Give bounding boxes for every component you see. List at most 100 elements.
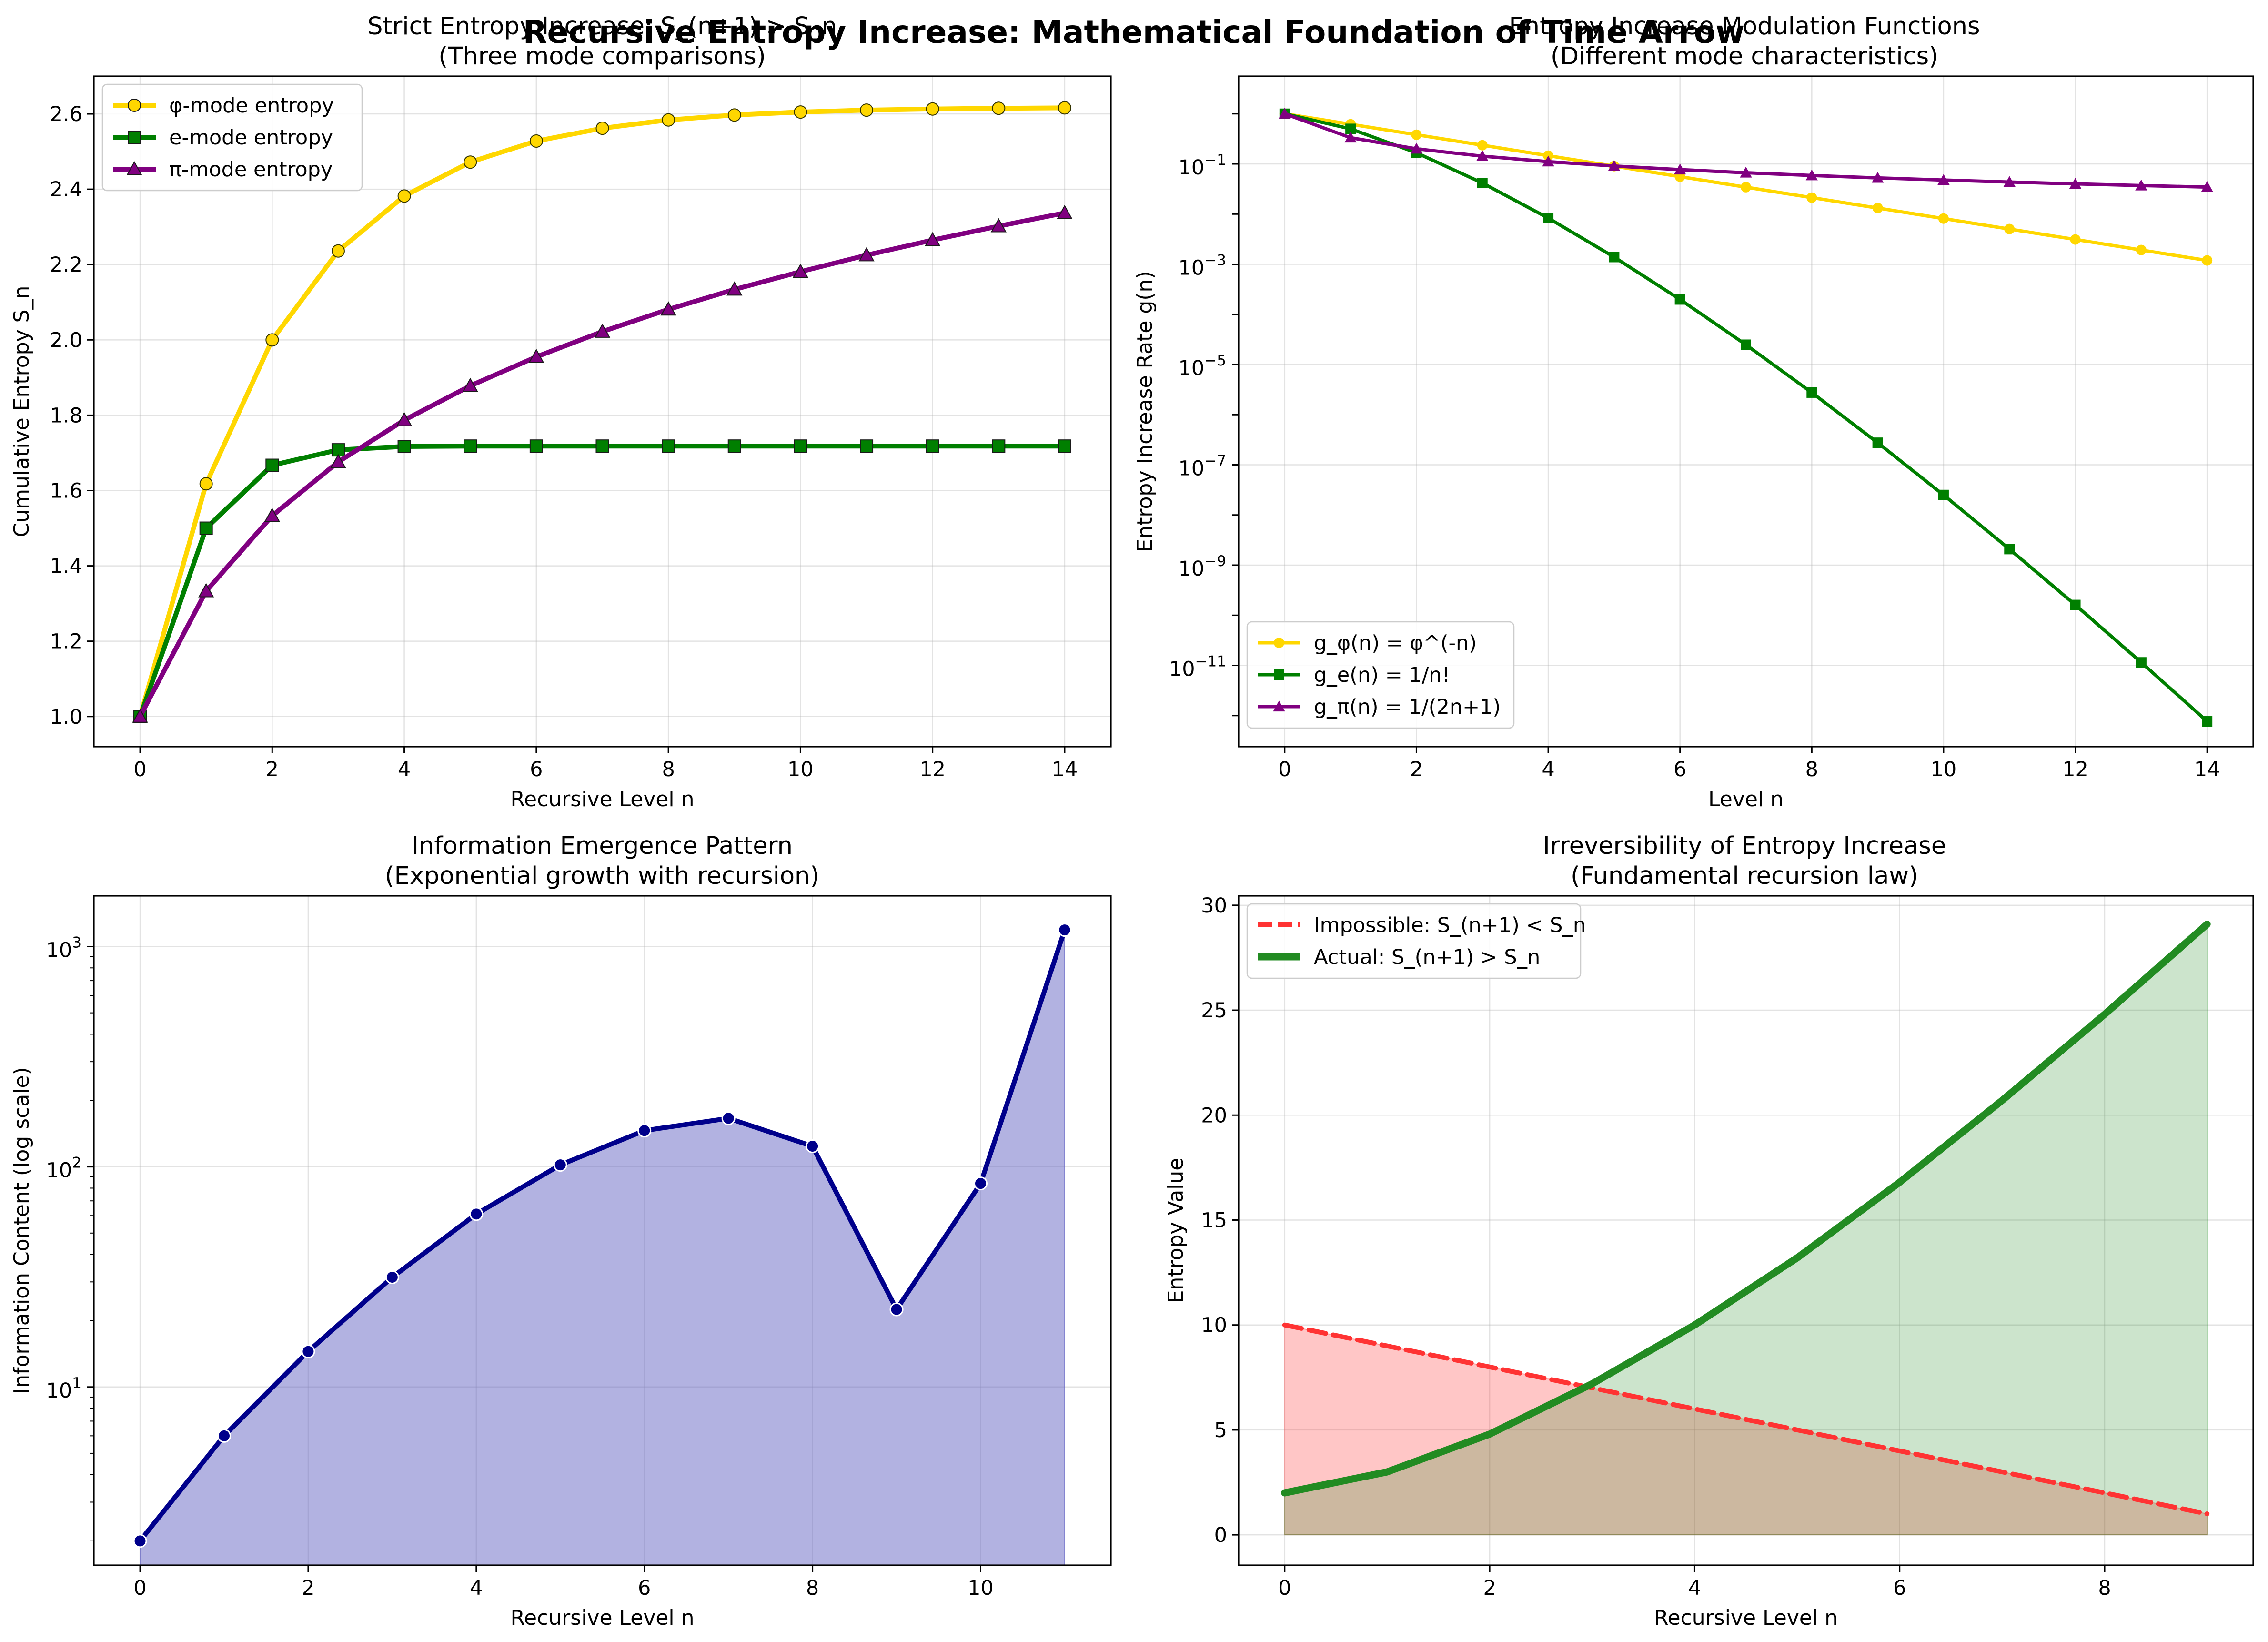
axes-frame — [93, 895, 1112, 1566]
data-point — [726, 281, 743, 296]
data-point — [806, 1139, 820, 1153]
panel-4: 0 2 4 6 8 0 5 10 15 20 25 30 Recursive Level n Entrop… — [1164, 894, 2254, 1630]
x-tick-label: 6 — [638, 1576, 651, 1600]
data-point — [1058, 923, 1072, 937]
legend-box — [1246, 621, 1515, 729]
data-point — [925, 232, 941, 246]
data-point — [529, 439, 543, 453]
x-tick-label: 4 — [1542, 758, 1554, 781]
data-point — [974, 1176, 988, 1191]
panel2-title: Entropy Increase Modulation Functions — [1509, 12, 1980, 41]
data-point — [1741, 339, 1751, 350]
data-point — [553, 1158, 567, 1172]
panel3-title: Information Emergence Pattern — [412, 832, 793, 860]
data-point — [860, 439, 874, 453]
x-axis-label: Recursive Level n — [510, 1606, 694, 1630]
data-point — [1476, 150, 1489, 161]
x-tick-label: 0 — [1278, 1576, 1291, 1600]
data-point — [1938, 489, 1949, 500]
data-point — [858, 247, 875, 262]
y-tick-label: 2.6 — [50, 102, 82, 126]
series-line-1 — [138, 105, 1067, 719]
data-point — [2003, 176, 2016, 187]
data-point — [1805, 169, 1818, 181]
data-point — [330, 454, 346, 468]
x-tick-label: 14 — [2194, 758, 2220, 781]
data-point — [2201, 181, 2213, 192]
data-point — [2136, 657, 2147, 668]
x-tick-label: 2 — [266, 758, 279, 781]
data-point — [1058, 439, 1071, 453]
data-point — [199, 477, 213, 491]
legend: Impossible: S_(n+1) < S_n Actual: S_(n+1)… — [1246, 903, 1586, 979]
data-point — [1542, 155, 1554, 167]
legend: φ-mode entropy e-mode entropy π-mode entro… — [101, 83, 363, 192]
legend-marker — [1273, 700, 1285, 712]
x-tick-label: 2 — [1410, 758, 1423, 781]
y-tick-label: 20 — [1201, 1104, 1227, 1127]
data-point — [660, 301, 676, 316]
x-tick-label: 14 — [1052, 758, 1078, 781]
y-tick-label: 1.8 — [50, 404, 82, 427]
data-point — [2070, 599, 2081, 610]
x-tick-label: 0 — [133, 1576, 146, 1600]
series-line-2 — [1281, 921, 2211, 1497]
data-point — [397, 440, 411, 454]
y-tick-label: 10−9 — [1179, 553, 1226, 581]
data-point — [1674, 294, 1685, 305]
y-tick-label: 10−7 — [1179, 453, 1226, 481]
axes-frame — [93, 75, 1112, 748]
x-tick-label: 2 — [1483, 1576, 1496, 1600]
x-axis-label: Recursive Level n — [1654, 1606, 1838, 1630]
y-tick-label: 30 — [1201, 894, 1227, 918]
legend-marker — [1274, 638, 1284, 648]
x-tick-label: 8 — [2098, 1576, 2111, 1600]
x-tick-label: 2 — [302, 1576, 314, 1600]
data-point — [1608, 160, 1621, 171]
data-point — [1477, 178, 1488, 189]
legend-marker — [1274, 669, 1284, 680]
y-tick-label: 2.0 — [50, 328, 82, 352]
x-tick-label: 8 — [1805, 758, 1818, 781]
x-tick-label: 4 — [398, 758, 411, 781]
data-point — [595, 122, 609, 135]
axes-frame — [1238, 895, 2254, 1566]
data-point — [992, 101, 1006, 115]
panel1-subtitle: (Three mode comparisons) — [438, 42, 766, 71]
info-area-fill — [140, 930, 1065, 1566]
data-point — [464, 155, 477, 169]
x-tick-label: 6 — [1673, 758, 1686, 781]
data-point — [926, 439, 939, 453]
data-point — [637, 1124, 652, 1138]
y-tick-label: 102 — [46, 1155, 81, 1183]
y-tick-label: 0 — [1214, 1523, 1227, 1547]
data-point — [1740, 166, 1752, 178]
data-point — [2135, 179, 2147, 191]
data-point — [1938, 213, 1949, 224]
data-point — [1543, 213, 1554, 223]
x-tick-label: 0 — [133, 758, 146, 781]
data-point — [1410, 142, 1423, 154]
panel-3: 0 2 4 6 8 10 101 102 103 Recursive Level n Informa… — [10, 895, 1112, 1630]
y-tick-label: 10 — [1201, 1314, 1227, 1338]
x-tick-label: 6 — [1893, 1576, 1906, 1600]
data-point — [331, 244, 345, 258]
x-tick-label: 10 — [968, 1576, 994, 1600]
x-tick-label: 4 — [470, 1576, 483, 1600]
data-point — [529, 134, 543, 148]
x-axis-label: Level n — [1708, 787, 1784, 811]
y-tick-label: 10−3 — [1179, 252, 1226, 280]
data-point — [1937, 174, 1950, 185]
data-point — [1411, 129, 1422, 140]
data-point — [794, 105, 807, 119]
data-point — [1609, 252, 1620, 263]
data-point — [133, 1534, 147, 1548]
series-line-1 — [138, 927, 1067, 1543]
data-point — [2070, 234, 2081, 245]
data-point — [198, 583, 214, 598]
x-tick-label: 12 — [2062, 758, 2088, 781]
y-tick-label: 10−5 — [1179, 352, 1226, 380]
data-point — [1345, 123, 1356, 134]
panel3-subtitle: (Exponential growth with recursion) — [385, 862, 820, 890]
